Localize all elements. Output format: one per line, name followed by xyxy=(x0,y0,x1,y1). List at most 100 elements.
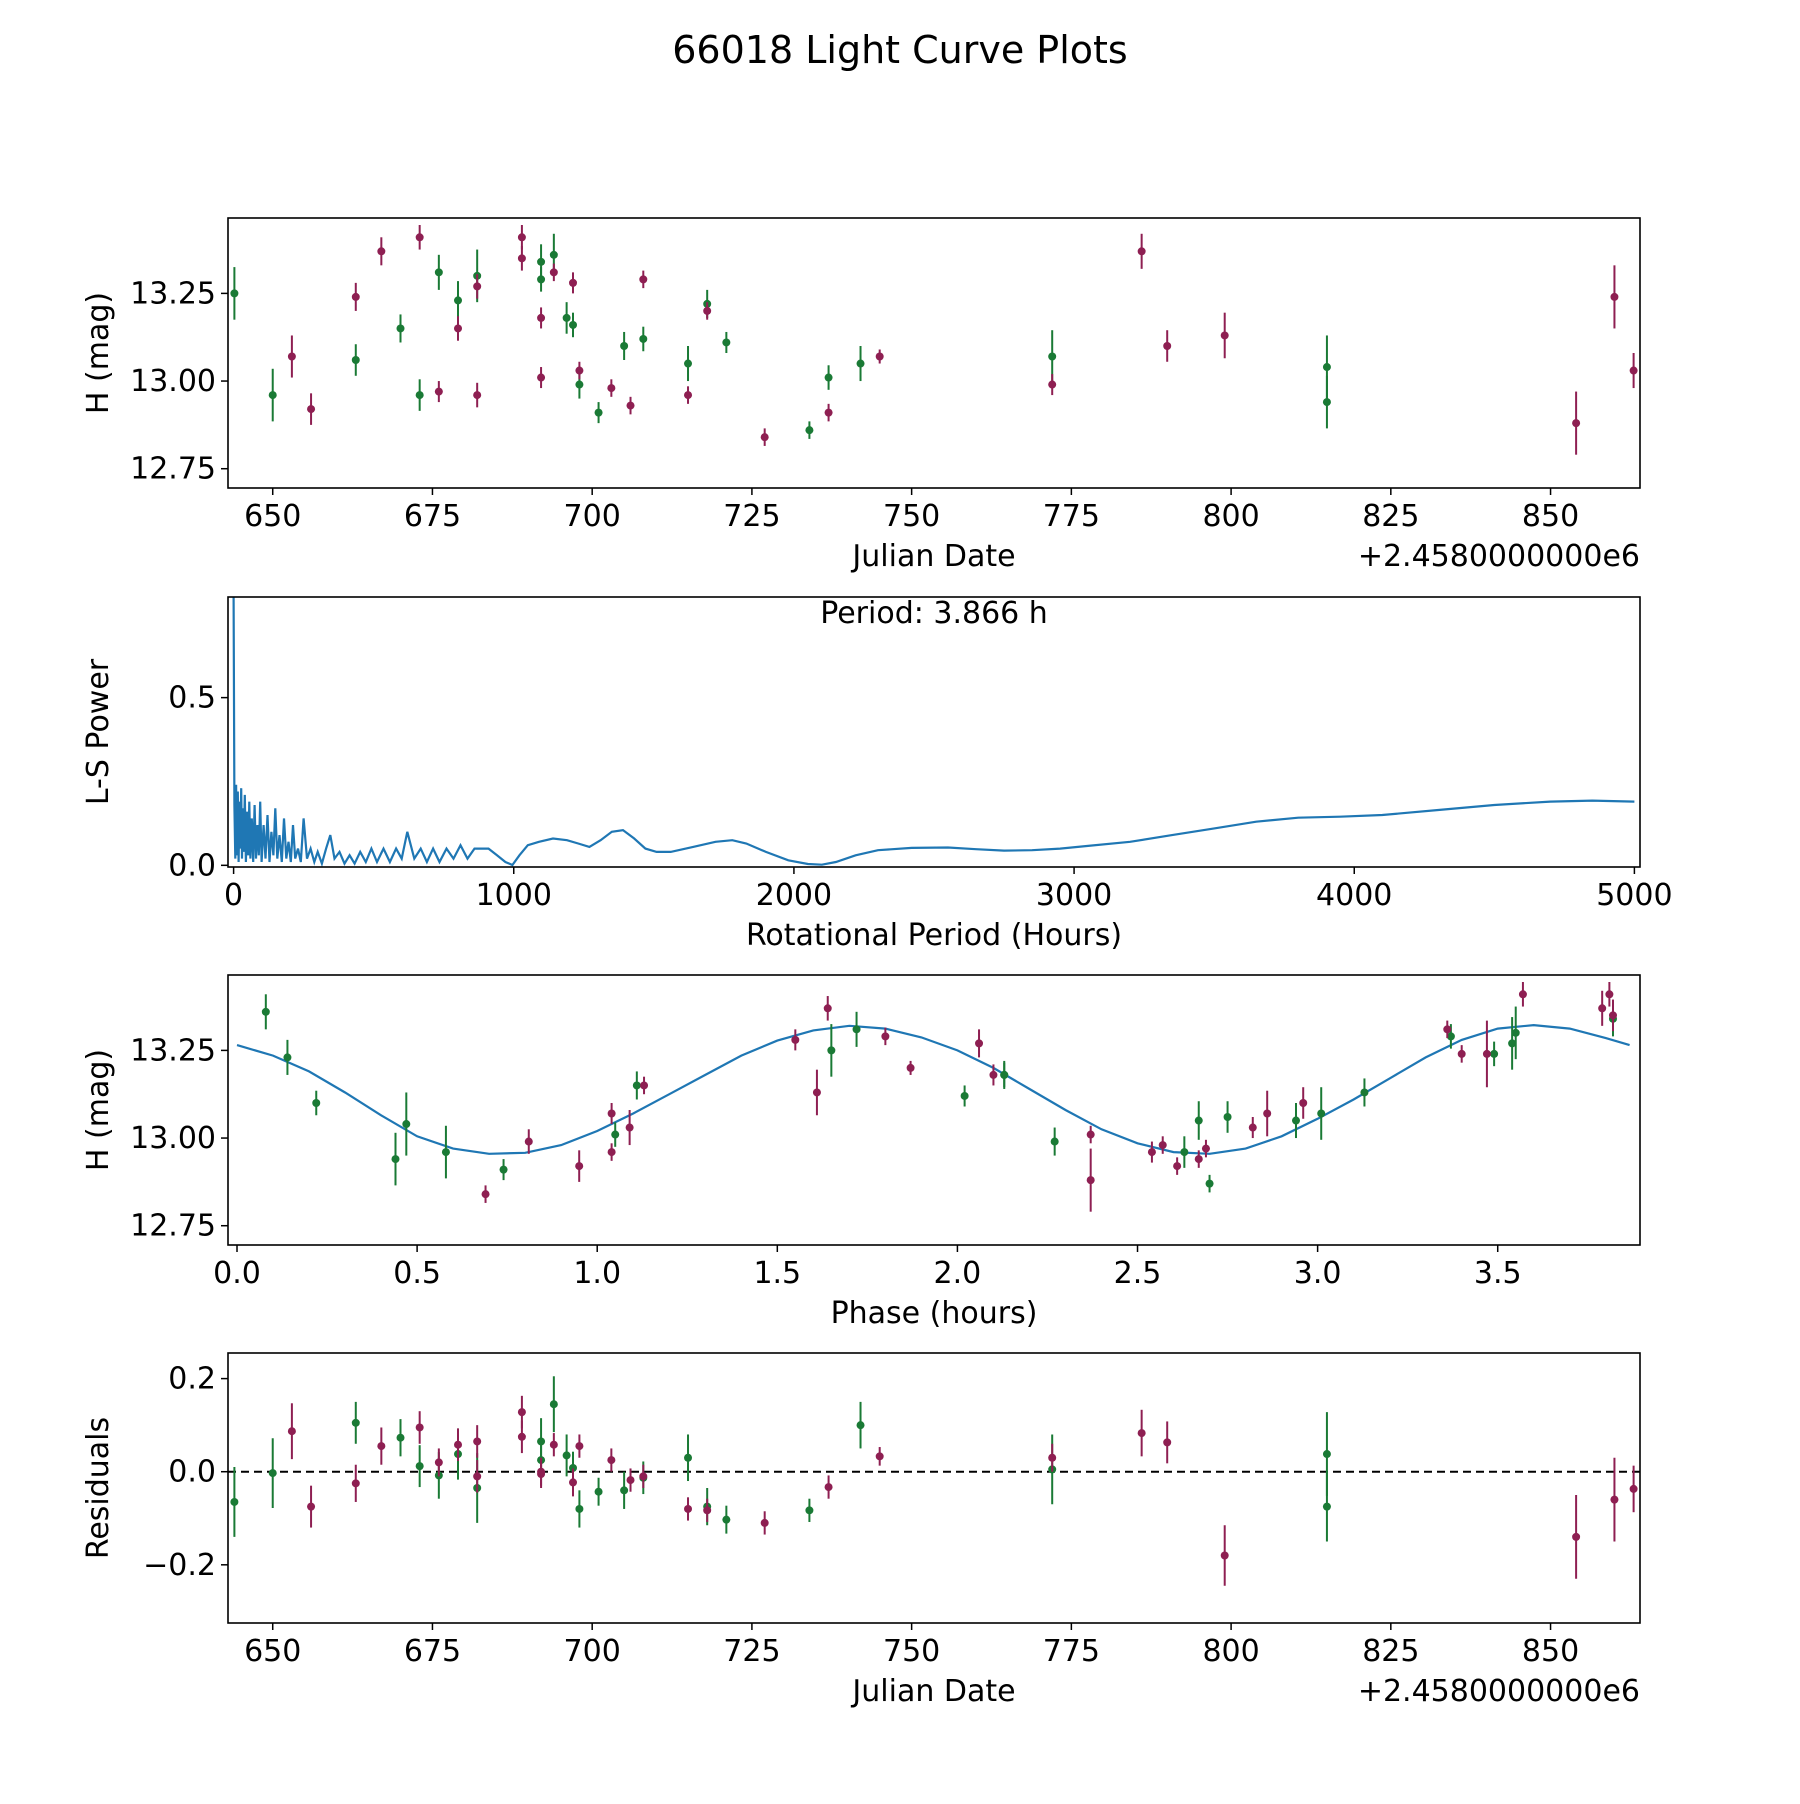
data-point-magenta xyxy=(1299,1098,1308,1107)
data-point-green xyxy=(722,338,731,347)
chart-panel-residuals: 650 675 700 725 750 775 800 825 850 −0.2 0.0 0.2 Jul… xyxy=(81,1352,1641,1709)
y-tick-label: 12.75 xyxy=(130,1209,216,1244)
data-point-magenta xyxy=(1158,1141,1167,1150)
data-point-magenta xyxy=(1248,1123,1257,1132)
y-tick-label: 13.00 xyxy=(130,1121,216,1156)
chart-panel-periodogram: 0 1000 2000 3000 4000 5000 0.0 0.5 Rotational Pe… xyxy=(81,596,1673,953)
data-point-magenta xyxy=(307,1502,316,1511)
x-tick-label: 1.5 xyxy=(753,1256,801,1291)
data-point-magenta xyxy=(517,1408,526,1417)
x-tick-label: 700 xyxy=(564,1634,621,1669)
chart-panel-lightcurve: 650 675 700 725 750 775 800 825 850 12.75 13.00 13.… xyxy=(81,217,1641,574)
x-axis-label: Julian Date xyxy=(850,539,1015,574)
data-point-magenta xyxy=(517,233,526,242)
data-point-green xyxy=(639,334,648,343)
data-point-magenta xyxy=(287,1427,296,1436)
data-point-magenta xyxy=(1629,366,1638,375)
data-point-magenta xyxy=(1220,331,1229,340)
x-tick-label: 675 xyxy=(404,1634,461,1669)
x-tick-label: 0 xyxy=(224,878,243,913)
data-point-green xyxy=(537,257,546,266)
data-point-magenta xyxy=(473,391,482,400)
data-point-green xyxy=(852,1025,861,1034)
data-point-green xyxy=(454,296,463,305)
data-point-magenta xyxy=(607,1148,616,1157)
data-point-green xyxy=(594,1487,603,1496)
data-point-magenta xyxy=(524,1137,533,1146)
data-point-green xyxy=(632,1081,641,1090)
data-point-magenta xyxy=(607,384,616,393)
x-tick-label: 850 xyxy=(1522,499,1579,534)
data-point-magenta xyxy=(1173,1162,1182,1171)
data-point-green xyxy=(569,320,578,329)
data-point-green xyxy=(283,1053,292,1062)
y-tick-label: 13.25 xyxy=(130,1033,216,1068)
data-point-green xyxy=(230,289,239,298)
data-point-magenta xyxy=(473,1472,482,1481)
data-point-green xyxy=(856,1421,865,1430)
x-tick-label: 725 xyxy=(723,1634,780,1669)
data-point-magenta xyxy=(1572,419,1581,428)
data-point-green xyxy=(261,1007,270,1016)
data-point-green xyxy=(1322,398,1331,407)
data-point-magenta xyxy=(454,324,463,333)
x-tick-label: 4000 xyxy=(1316,878,1392,913)
data-point-green xyxy=(415,391,424,400)
data-point-magenta xyxy=(307,405,316,414)
data-point-magenta xyxy=(434,387,443,396)
data-point-green xyxy=(351,356,360,365)
x-tick-label: 2.0 xyxy=(934,1256,982,1291)
data-point-magenta xyxy=(454,1440,463,1449)
data-point-green xyxy=(684,359,693,368)
data-point-magenta xyxy=(287,352,296,361)
x-tick-label: 775 xyxy=(1043,499,1100,534)
fit-curve xyxy=(236,1023,1630,1155)
data-point-magenta xyxy=(1518,990,1527,999)
y-tick-label: 12.75 xyxy=(130,452,216,487)
data-point-green xyxy=(569,1463,578,1472)
data-point-green xyxy=(611,1130,620,1139)
data-point-green xyxy=(562,1451,571,1460)
y-tick-label: −0.2 xyxy=(143,1548,216,1583)
data-point-magenta xyxy=(415,233,424,242)
plot-area xyxy=(230,225,1638,455)
x-tick-label: 700 xyxy=(564,499,621,534)
x-tick-label: 850 xyxy=(1522,1634,1579,1669)
data-point-green xyxy=(1322,1450,1331,1459)
data-point-magenta xyxy=(1605,990,1614,999)
data-point-magenta xyxy=(569,1478,578,1487)
data-point-green xyxy=(1194,1116,1203,1125)
y-tick-label: 0.2 xyxy=(168,1362,216,1397)
data-point-magenta xyxy=(549,268,558,277)
data-point-green xyxy=(268,391,277,400)
data-point-magenta xyxy=(639,1472,648,1481)
data-point-magenta xyxy=(473,1437,482,1446)
axes-frame xyxy=(227,596,1641,868)
data-point-green xyxy=(230,1497,239,1506)
data-point-green xyxy=(1048,352,1057,361)
data-point-green xyxy=(1205,1179,1214,1188)
data-point-magenta xyxy=(989,1070,998,1079)
data-point-magenta xyxy=(1610,1495,1619,1504)
data-point-magenta xyxy=(1608,1011,1617,1020)
data-point-magenta xyxy=(517,254,526,263)
data-point-magenta xyxy=(575,366,584,375)
data-point-magenta xyxy=(481,1190,490,1199)
data-point-magenta xyxy=(791,1035,800,1044)
data-point-magenta xyxy=(684,391,693,400)
data-point-green xyxy=(684,1453,693,1462)
data-point-magenta xyxy=(703,306,712,315)
data-point-magenta xyxy=(377,247,386,256)
data-point-green xyxy=(1050,1137,1059,1146)
data-point-green xyxy=(856,359,865,368)
data-point-magenta xyxy=(1137,247,1146,256)
x-tick-label: 3.5 xyxy=(1474,1256,1522,1291)
data-point-magenta xyxy=(517,1432,526,1441)
data-point-magenta xyxy=(760,433,769,442)
data-point-green xyxy=(1180,1148,1189,1157)
x-offset-label: +2.4580000000e6 xyxy=(1358,539,1640,574)
x-axis-label: Julian Date xyxy=(850,1674,1015,1709)
data-point-green xyxy=(1508,1039,1517,1048)
data-point-magenta xyxy=(537,1467,546,1476)
data-point-magenta xyxy=(575,1442,584,1451)
